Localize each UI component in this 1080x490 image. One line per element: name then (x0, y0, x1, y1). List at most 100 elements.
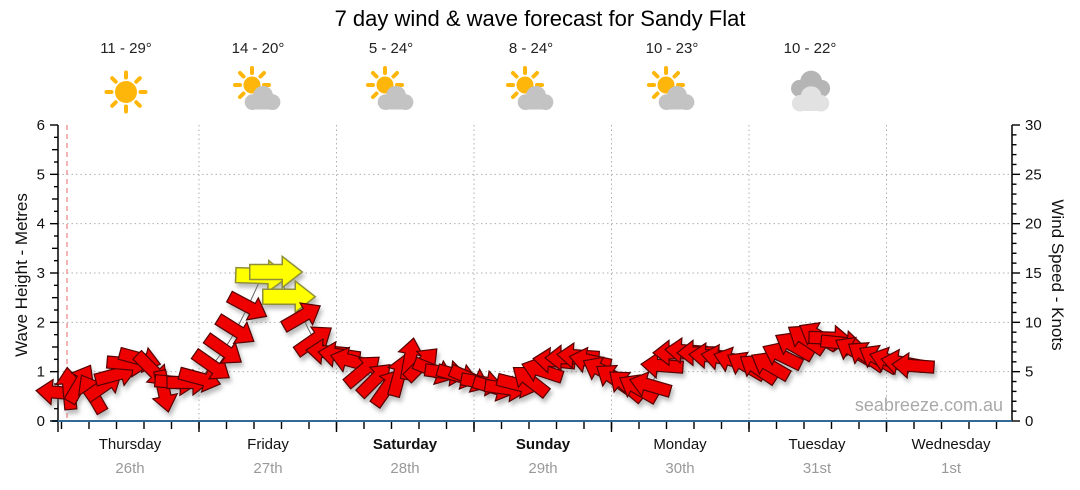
wind-arrow (329, 346, 374, 373)
partly-cloudy-icon (366, 66, 414, 111)
day-name-label: Friday (247, 436, 289, 453)
left-axis-tick-label: 5 (37, 166, 45, 183)
wind-arrow (652, 339, 696, 367)
wind-arrow (317, 340, 362, 368)
sunny-icon (104, 70, 148, 114)
wind-arrow (568, 346, 613, 374)
wind-arrow (713, 346, 757, 374)
right-axis-tick-label: 30 (1025, 117, 1042, 134)
wind-arrow (411, 356, 455, 386)
wind-arrow (435, 363, 480, 391)
right-axis-tick-label: 5 (1025, 364, 1033, 381)
wind-arrow (262, 279, 317, 314)
right-axis-tick-label: 15 (1025, 265, 1042, 282)
tick-labels: 0 1 2 3 4 5 6 0 5 10 15 20 25 30 (37, 117, 1042, 430)
wind-arrow (202, 332, 243, 364)
wind-arrow (166, 368, 210, 397)
left-axis-tick-label: 2 (37, 314, 45, 331)
wind-arrow (63, 364, 95, 406)
wind-arrow (595, 364, 636, 397)
wind-arrow (151, 368, 179, 413)
wind-arrow (512, 366, 552, 399)
wind-arrow (640, 351, 685, 380)
right-axis-tick-label: 20 (1025, 216, 1042, 233)
wind-arrow (54, 366, 83, 411)
wind-arrow (628, 371, 673, 398)
day-name-label: Monday (653, 436, 707, 453)
wind-arrow (726, 351, 769, 383)
wind-arrows (35, 254, 936, 416)
day-name-label: Tuesday (788, 436, 846, 453)
left-axis-tick-label: 0 (37, 413, 45, 430)
wind-arrow (77, 374, 109, 416)
day-date-label: 27th (253, 460, 283, 477)
wind-arrow (177, 366, 222, 394)
wind-arrow (847, 342, 888, 374)
watermark: seabreeze.com.au (854, 395, 1003, 415)
wind-arrow (700, 343, 745, 371)
wind-arrow (834, 336, 877, 368)
wind-arrow (774, 331, 817, 363)
wind-arrow (618, 374, 661, 405)
wind-arrow (93, 360, 138, 387)
wind-arrow (471, 375, 516, 402)
wind-arrow (117, 346, 162, 374)
temperature-range: 5 - 24° (368, 40, 414, 57)
right-axis-tick-label: 25 (1025, 166, 1042, 183)
wind-arrow (762, 341, 805, 372)
wind-arrow (750, 351, 793, 383)
wind-arrow (82, 371, 123, 404)
left-axis-tick-label: 1 (37, 364, 45, 381)
temperature-range: 14 - 20° (231, 40, 285, 57)
wind-arrow (808, 324, 852, 352)
wind-arrow (544, 344, 588, 372)
wind-arrow (279, 302, 322, 333)
wind-arrow (153, 369, 198, 397)
day-date-label: 28th (390, 460, 420, 477)
wind-arrow (532, 346, 577, 374)
wind-arrow (739, 354, 780, 387)
wind-arrow (249, 254, 304, 290)
right-axis-tick-label: 10 (1025, 314, 1042, 331)
right-axis-title: Wind Speed - Knots (1048, 199, 1067, 351)
day-date-label: 30th (665, 460, 695, 477)
partly-cloudy-icon (647, 66, 695, 111)
left-axis-tick-label: 4 (37, 216, 45, 233)
wind-arrow (664, 336, 709, 365)
wind-arrow (582, 356, 625, 387)
wind-arrow (676, 339, 720, 367)
wind-arrow (369, 369, 401, 409)
wind-arrow (342, 356, 380, 390)
wind-arrow (292, 326, 333, 358)
left-axis-tick-label: 3 (37, 265, 45, 282)
wind-arrow (459, 369, 504, 397)
wind-arrow (214, 313, 255, 345)
wind-arrow (132, 349, 168, 386)
wind-arrow (447, 363, 491, 393)
temperature-range: 11 - 29° (100, 40, 152, 57)
wind-arrow (105, 350, 150, 378)
wind-arrow (880, 348, 925, 376)
wind-arrow (798, 322, 841, 353)
wind-arrow (402, 348, 438, 384)
wind-arrow (234, 259, 290, 294)
temperature-range: 8 - 24° (508, 40, 554, 57)
wind-arrow (190, 347, 231, 380)
cloudy-icon (791, 70, 831, 112)
left-axis-title: Wave Height - Metres (12, 193, 31, 357)
wind-arrow (386, 354, 414, 399)
temperature-range: 10 - 23° (645, 40, 699, 57)
day-date-label: 1st (940, 460, 961, 477)
wind-arrow (787, 325, 828, 357)
day-date-label: 29th (528, 460, 558, 477)
wind-arrow (858, 344, 901, 376)
right-axis-tick-label: 0 (1025, 413, 1033, 430)
gridlines (58, 125, 1012, 421)
day-name-label: Saturday (372, 436, 438, 453)
wind-arrow (483, 375, 528, 403)
left-axis-tick-label: 6 (37, 117, 45, 134)
day-date-label: 26th (115, 460, 145, 477)
wind-arrow (609, 371, 647, 405)
day-date-label: 31st (802, 460, 832, 477)
